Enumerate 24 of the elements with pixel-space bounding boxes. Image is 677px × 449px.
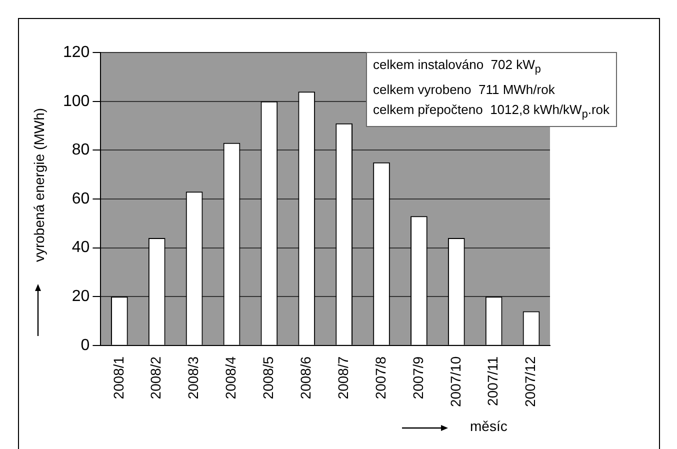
x-tick-label: 2008/3 [185, 356, 202, 400]
x-tick-label: 2007/11 [484, 356, 501, 406]
y-tick-label: 20 [72, 288, 90, 305]
annotation: celkem vyrobeno 711 MWh/rok [373, 80, 556, 99]
y-tick-label: 80 [72, 142, 90, 159]
x-tick-label: 2008/5 [260, 356, 276, 400]
x-axis-title: měsíc [470, 418, 508, 434]
x-tick-label: 2008/4 [222, 356, 239, 400]
x-tick-label: 2007/9 [410, 356, 426, 400]
x-tick-label: 2007/10 [447, 356, 464, 408]
annotation: celkem přepočteno 1012,8 kWh/kW$_{p}$.rok [373, 100, 610, 122]
y-tick-label: 100 [62, 92, 90, 110]
y-axis-title: vyrobená energie (MWh) [31, 108, 47, 262]
x-tick-label: 2008/2 [148, 356, 164, 400]
y-tick-label: 60 [72, 190, 90, 208]
x-tick-label: 2008/6 [297, 356, 314, 400]
y-tick-label: 40 [72, 239, 90, 256]
x-tick-label: 2008/1 [110, 356, 126, 400]
annotation: celkem instalováno 702 kW$_{p}$ [373, 56, 542, 78]
x-tick-label: 2008/7 [334, 356, 351, 400]
y-tick-label: 0 [80, 336, 90, 354]
x-tick-label: 2007/12 [522, 356, 538, 408]
y-tick-label: 120 [62, 44, 90, 62]
x-tick-label: 2007/8 [372, 356, 388, 400]
